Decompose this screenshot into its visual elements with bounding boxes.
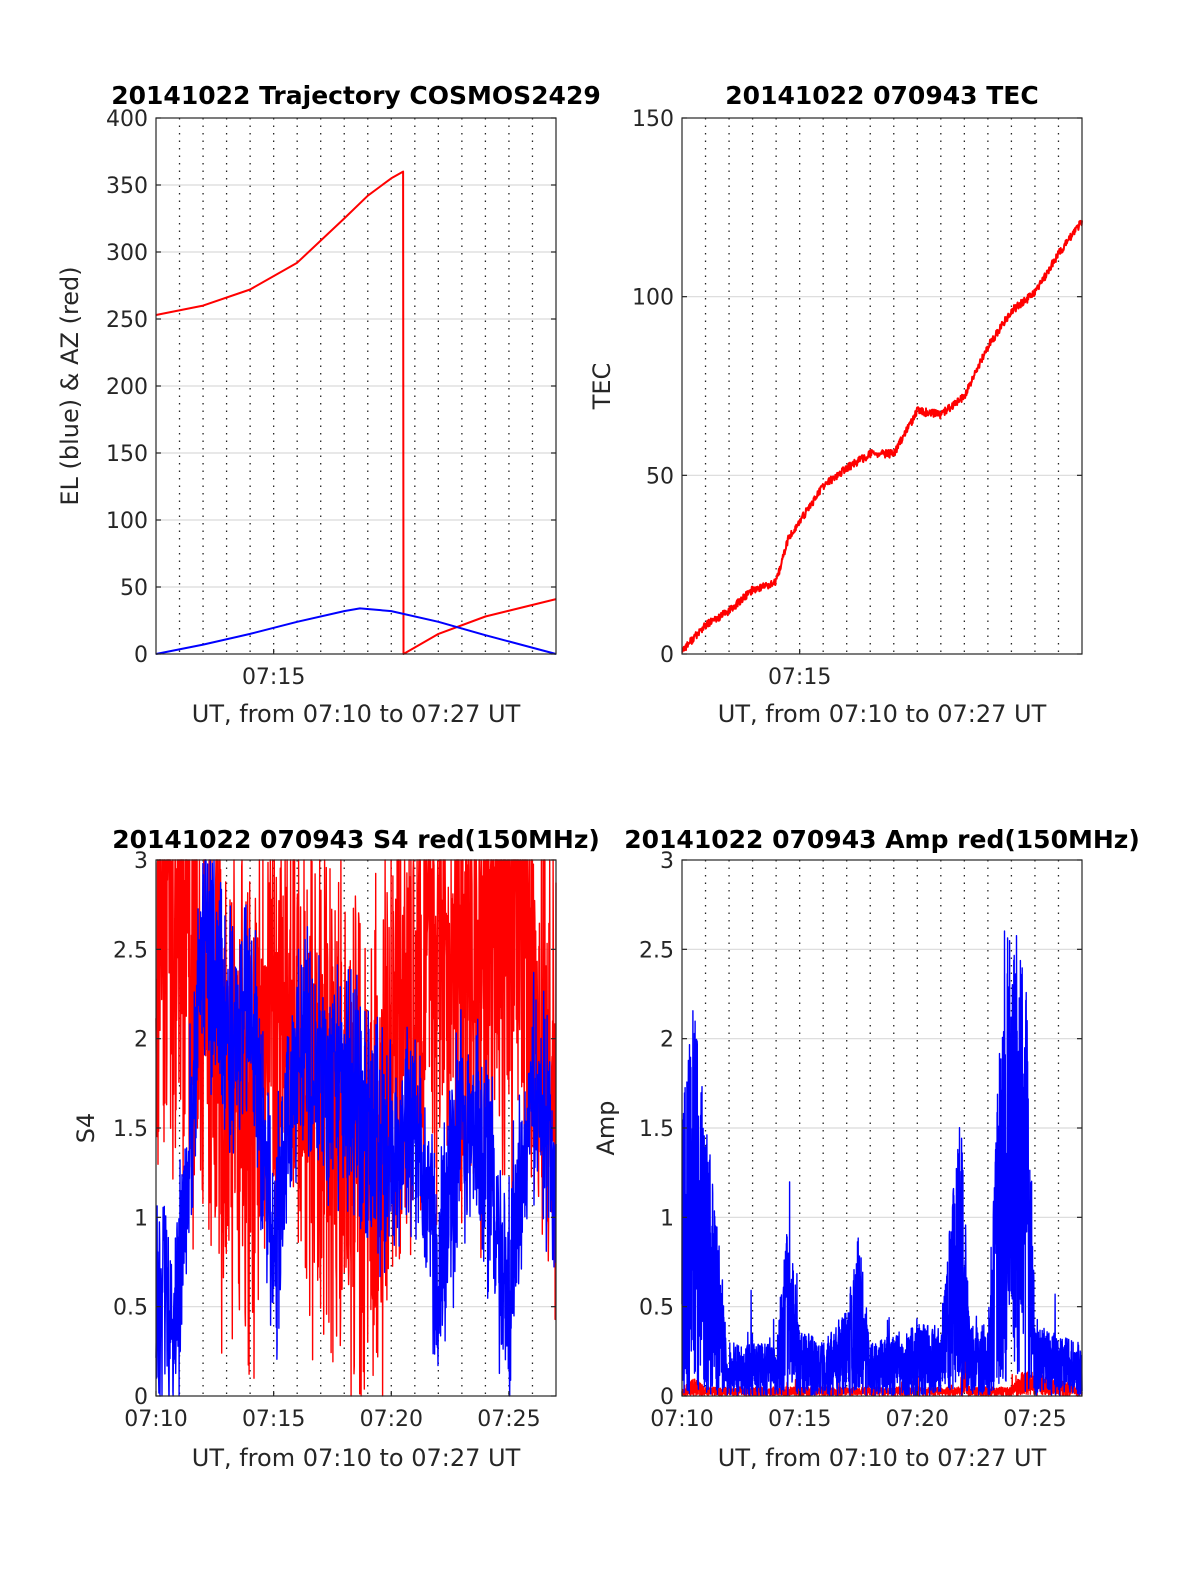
amp-y-tick-label: 0.5 — [639, 1296, 674, 1321]
s4-panel: 20141022 070943 S4 red(150MHz) 0 0.5 1 1.5 2… — [72, 825, 600, 1472]
trajectory-series-red-line — [155, 170, 557, 655]
amp-title: 20141022 070943 Amp red(150MHz) — [624, 825, 1140, 854]
amp-x-tick-label: 07:10 — [650, 1407, 713, 1432]
trajectory-series-blue-line — [155, 607, 557, 655]
s4-y-tick-label: 1 — [134, 1206, 148, 1231]
tec-xlabel: UT, from 07:10 to 07:27 UT — [718, 700, 1047, 728]
amp-panel: 20141022 070943 Amp red(150MHz) 0 0.5 1 1.5… — [592, 825, 1140, 1472]
tec-ylabel: TEC — [588, 363, 616, 411]
tec-series — [681, 219, 1083, 653]
amp-x-tick-label: 07:20 — [886, 1407, 949, 1432]
s4-ylabel: S4 — [72, 1113, 100, 1144]
s4-y-tick-label: 2 — [134, 1028, 148, 1053]
trajectory-panel: 20141022 Trajectory COSMOS2429 0 50 100 150… — [56, 81, 601, 728]
trajectory-title: 20141022 Trajectory COSMOS2429 — [111, 81, 601, 110]
s4-x-tick-label: 07:15 — [242, 1407, 305, 1432]
trajectory-ylabel: EL (blue) & AZ (red) — [56, 266, 84, 505]
trajectory-grid — [156, 118, 556, 654]
amp-xlabel: UT, from 07:10 to 07:27 UT — [718, 1444, 1047, 1472]
s4-x-tick-label: 07:20 — [360, 1407, 423, 1432]
tec-x-tick-label: 07:15 — [768, 665, 831, 690]
tec-y-tick-label: 150 — [632, 107, 674, 132]
amp-y-tick-label: 2 — [660, 1028, 674, 1053]
s4-y-tick-label: 1.5 — [113, 1117, 148, 1142]
tec-series-red-line — [681, 219, 1083, 653]
amp-y-tick-label: 0 — [660, 1385, 674, 1410]
s4-x-tick-label: 07:25 — [477, 1407, 540, 1432]
s4-y-tick-label: 2.5 — [113, 938, 148, 963]
trajectory-xlabel: UT, from 07:10 to 07:27 UT — [192, 700, 521, 728]
trajectory-y-tick-label: 250 — [106, 308, 148, 333]
s4-y-tick-label: 3 — [134, 849, 148, 874]
amp-y-tick-label: 1 — [660, 1206, 674, 1231]
s4-xlabel: UT, from 07:10 to 07:27 UT — [192, 1444, 521, 1472]
s4-ticks: 0 0.5 1 1.5 2 2.5 3 07:10 07:15 07:20 07:25 — [113, 849, 556, 1432]
s4-y-tick-label: 0.5 — [113, 1296, 148, 1321]
trajectory-y-tick-label: 400 — [106, 107, 148, 132]
tec-title: 20141022 070943 TEC — [725, 81, 1038, 110]
trajectory-y-tick-label: 0 — [134, 643, 148, 668]
amp-y-tick-label: 3 — [660, 849, 674, 874]
trajectory-series — [155, 170, 557, 655]
amp-series-blue-line — [681, 930, 1083, 1397]
s4-title: 20141022 070943 S4 red(150MHz) — [112, 825, 600, 854]
trajectory-y-tick-label: 100 — [106, 509, 148, 534]
trajectory-y-tick-label: 350 — [106, 174, 148, 199]
amp-y-tick-label: 1.5 — [639, 1117, 674, 1142]
tec-panel: 20141022 070943 TEC 0 50 100 150 07:15 UT, f… — [588, 81, 1083, 728]
s4-series — [155, 859, 557, 1397]
amp-series — [681, 930, 1083, 1397]
trajectory-y-tick-label: 300 — [106, 241, 148, 266]
trajectory-y-tick-label: 200 — [106, 375, 148, 400]
tec-y-tick-label: 100 — [632, 286, 674, 311]
tec-y-tick-label: 50 — [646, 464, 674, 489]
s4-series-blue-line — [155, 859, 557, 1397]
tec-ticks: 0 50 100 150 07:15 — [632, 107, 1082, 690]
amp-x-tick-label: 07:25 — [1003, 1407, 1066, 1432]
trajectory-y-tick-label: 50 — [120, 576, 148, 601]
tec-grid — [682, 118, 1082, 654]
amp-x-tick-label: 07:15 — [768, 1407, 831, 1432]
amp-y-tick-label: 2.5 — [639, 938, 674, 963]
s4-series-red-line — [155, 859, 557, 1397]
tec-y-tick-label: 0 — [660, 643, 674, 668]
s4-y-tick-label: 0 — [134, 1385, 148, 1410]
amp-ylabel: Amp — [592, 1100, 620, 1155]
amp-ticks: 0 0.5 1 1.5 2 2.5 3 07:10 07:15 07:20 07:25 — [639, 849, 1082, 1432]
tec-axes-box — [681, 117, 1083, 655]
s4-x-tick-label: 07:10 — [124, 1407, 187, 1432]
trajectory-y-tick-label: 150 — [106, 442, 148, 467]
trajectory-ticks: 0 50 100 150 200 250 300 350 400 07:15 — [106, 107, 556, 690]
trajectory-x-tick-label: 07:15 — [242, 665, 305, 690]
